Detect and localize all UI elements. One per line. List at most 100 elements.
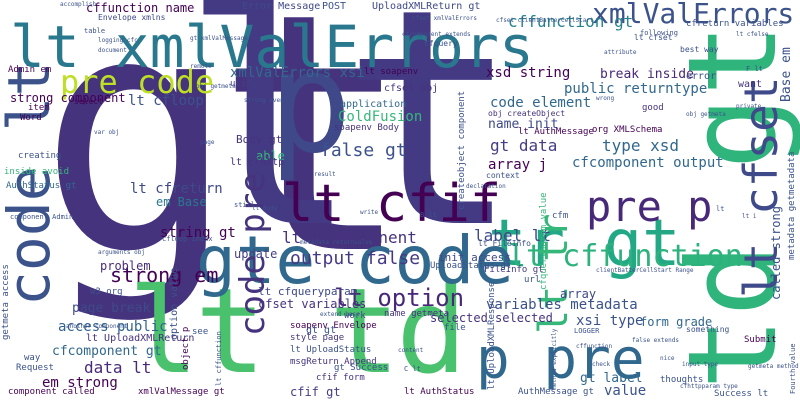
word: output false — [290, 248, 421, 269]
word: lt — [180, 0, 521, 294]
word: obj getmeta — [686, 111, 726, 118]
word: lt soapenv — [364, 67, 419, 77]
word: cfloop index — [162, 235, 213, 243]
word: object p — [181, 326, 191, 370]
word: cfcomponent extends — [402, 31, 471, 38]
word: strong even — [244, 97, 284, 104]
word: component called — [8, 387, 95, 397]
word: something — [686, 325, 730, 334]
word: name init — [488, 117, 559, 132]
word: Envelope xmlns — [98, 13, 166, 22]
word: strong em — [110, 263, 219, 287]
word: lt cfhttp — [230, 157, 285, 168]
word: getmeta access — [1, 264, 11, 340]
word: lt cfreturn — [130, 181, 223, 197]
word: gt gt — [306, 325, 337, 336]
word: cfset clientBatterCellStart — [496, 17, 594, 24]
word: gt xmlValMessage — [190, 35, 248, 42]
word: obj createObject — [488, 109, 566, 118]
word: see — [192, 327, 209, 337]
word: array — [560, 287, 597, 301]
word: select — [74, 97, 103, 106]
word: strong component — [10, 91, 126, 105]
word: item — [28, 103, 50, 113]
word: soapenv Envelope — [290, 321, 377, 331]
word: application — [340, 99, 407, 110]
word: lt cfset — [634, 33, 673, 42]
word: thoughts — [660, 375, 704, 385]
word: type xsd — [602, 136, 680, 155]
word: wrong — [596, 95, 615, 102]
word: break inside — [600, 67, 694, 82]
word: w3 org — [90, 287, 123, 297]
word: lt cfcomponent — [282, 228, 417, 247]
word: false extends — [632, 337, 679, 344]
word: org XMLSchema — [592, 125, 663, 135]
word: xsd string — [486, 65, 571, 81]
word: metadata returnvalue — [300, 239, 373, 246]
word: cfif form — [316, 373, 365, 383]
word: cffunction gt — [508, 12, 634, 31]
word: document — [98, 47, 127, 54]
word: Fourth value — [789, 343, 797, 394]
word: remote — [190, 63, 212, 70]
word: creating — [18, 151, 62, 161]
word: another component — [66, 323, 128, 330]
word: lt FileInfo — [478, 239, 531, 248]
word: url — [524, 275, 541, 285]
word: Success lt — [714, 389, 769, 399]
word: gt Success — [334, 363, 389, 373]
word: metadata getmetadata — [787, 151, 797, 260]
word: cfset xmlValErrors — [412, 15, 478, 22]
word: Word — [20, 113, 42, 123]
word: page break — [72, 301, 151, 316]
word: em strong — [42, 375, 118, 391]
word: cfcomponent gt — [52, 344, 162, 359]
word: variables metadata — [486, 297, 638, 313]
word: file — [444, 323, 466, 333]
word: logging cfc — [98, 37, 138, 44]
word: called strong — [769, 206, 783, 300]
word: label lt — [474, 226, 552, 245]
word: gte code — [196, 222, 514, 299]
word: p pre — [476, 327, 645, 392]
word: error — [686, 71, 717, 82]
word: work — [344, 311, 366, 321]
word: cfcomponent output — [572, 155, 724, 171]
word: lt cffunction — [508, 239, 743, 274]
word: lt cfqueryparam — [258, 285, 358, 298]
word: check — [592, 361, 611, 368]
word: form grade — [640, 315, 713, 329]
word: arguments obj — [98, 249, 145, 256]
word: cffunction — [576, 343, 613, 350]
word: B lt — [420, 211, 437, 219]
word: UploadStatus gt — [430, 261, 512, 271]
word: array j — [488, 157, 548, 173]
word: style page — [290, 333, 345, 343]
word: code element — [490, 95, 592, 111]
word: init access — [438, 251, 511, 264]
word: cfm — [552, 211, 569, 221]
word: FileInfo gt — [484, 265, 544, 275]
word: method explicitly — [551, 328, 558, 390]
word: obj getmeta — [196, 83, 236, 90]
word: extend base — [320, 311, 360, 318]
word: lt UploadStatus — [290, 345, 372, 355]
word: lt UploadXMLReturn — [86, 333, 195, 344]
word: data lt — [84, 358, 152, 377]
word: input type — [682, 361, 719, 368]
word: content — [398, 347, 424, 354]
word: tr gt — [488, 207, 681, 281]
word: string gt — [160, 225, 236, 241]
word: declaration — [466, 183, 506, 190]
word: lt td — [128, 262, 467, 400]
word: good — [642, 103, 664, 113]
word: Admin em — [8, 65, 52, 75]
word: access public — [58, 319, 168, 335]
word: cfreturn variables — [686, 19, 784, 29]
word: POST — [322, 1, 347, 12]
word: result — [314, 171, 336, 178]
word: cfhttpparam type — [680, 383, 738, 390]
word: cfif gt — [290, 385, 341, 399]
word: lt Body — [252, 205, 278, 212]
